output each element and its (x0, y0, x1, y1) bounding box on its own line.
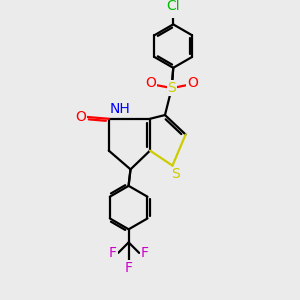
Text: F: F (109, 246, 117, 260)
Text: F: F (124, 260, 133, 274)
Text: O: O (146, 76, 157, 90)
Text: F: F (140, 246, 148, 260)
Text: S: S (167, 81, 176, 95)
Text: Cl: Cl (167, 0, 180, 14)
Text: S: S (171, 167, 180, 181)
Text: NH: NH (109, 102, 130, 116)
Text: O: O (187, 76, 198, 90)
Text: O: O (75, 110, 86, 124)
